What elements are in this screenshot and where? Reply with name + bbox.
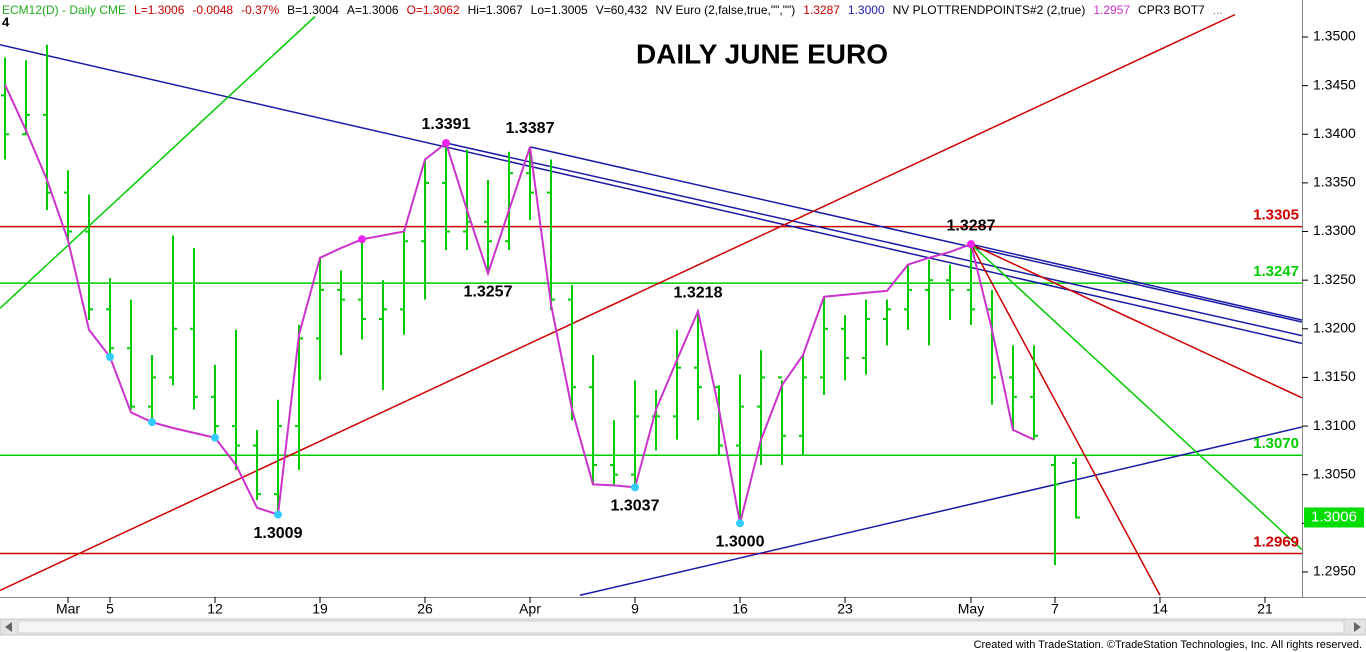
x-tick-label: 14 <box>1152 601 1168 617</box>
header-item: -0.37% <box>241 3 279 17</box>
y-tick-label: 1.3100 <box>1313 417 1356 433</box>
header: ECM12(D) - Daily CME L=1.3006 -0.0048 -0.37… <box>2 3 1223 17</box>
header-item: 1.2957 <box>1093 3 1130 17</box>
price-annotation: 1.3037 <box>611 498 660 515</box>
header-item: -0.0048 <box>192 3 233 17</box>
header-item: A=1.3006 <box>347 3 399 17</box>
y-tick-label: 1.3500 <box>1313 28 1356 44</box>
pivot-line <box>4 84 1035 524</box>
header-item: 1.3287 <box>803 3 840 17</box>
x-tick-label: 19 <box>312 601 328 617</box>
x-tick-label: 23 <box>837 601 853 617</box>
price-annotation: 1.3387 <box>506 120 555 137</box>
level-label: 1.3070 <box>1253 435 1299 452</box>
y-tick-label: 1.3050 <box>1313 465 1356 481</box>
trendline <box>970 243 1302 399</box>
header-item: CPR3 BOT7 <box>1138 3 1205 17</box>
high-dots <box>442 139 450 148</box>
low-dots <box>148 418 156 427</box>
y-tick-label: 1.2950 <box>1313 563 1356 579</box>
trendline <box>970 243 1302 321</box>
x-tick-label: 26 <box>417 601 433 617</box>
x-tick-label: Apr <box>519 601 541 617</box>
level-label: 1.3305 <box>1253 207 1299 224</box>
price-annotation: 1.3009 <box>254 525 303 542</box>
header-item: V=60,432 <box>596 3 648 17</box>
header-item: ... <box>1213 3 1223 17</box>
low-dots <box>211 433 219 442</box>
x-tick-label: 9 <box>631 601 639 617</box>
trendline <box>970 243 1161 596</box>
y-tick-label: 1.3300 <box>1313 222 1356 238</box>
y-tick-label: 1.3150 <box>1313 368 1356 384</box>
high-dots <box>967 240 975 249</box>
chart-title: DAILY JUNE EURO <box>636 38 888 69</box>
low-dots <box>274 510 282 519</box>
x-tick-label: 5 <box>106 601 114 617</box>
header-item: Lo=1.3005 <box>531 3 588 17</box>
trendline <box>579 426 1302 597</box>
x-tick-label: 7 <box>1051 601 1059 617</box>
corner-label: 4 <box>2 14 10 29</box>
trendline <box>0 16 316 309</box>
footer: Created with TradeStation. ©TradeStation… <box>974 639 1362 651</box>
x-tick-label: Mar <box>56 601 80 617</box>
price-annotation: 1.3000 <box>716 534 765 551</box>
price-annotation: 1.3391 <box>422 116 471 133</box>
y-tick-label: 1.3400 <box>1313 125 1356 141</box>
y-tick-label: 1.3450 <box>1313 76 1356 92</box>
scroll-left-arrow[interactable] <box>5 622 12 632</box>
header-item: 1.3000 <box>848 3 885 17</box>
low-dots <box>631 483 639 492</box>
header-item: O=1.3062 <box>407 3 460 17</box>
header-item: NV PLOTTRENDPOINTS#2 (2,true) <box>893 3 1086 17</box>
price-annotation: 1.3218 <box>674 285 723 302</box>
header-item: ECM12(D) - Daily CME <box>2 3 126 17</box>
low-dots <box>106 352 114 361</box>
price-annotation: 1.3257 <box>464 284 513 301</box>
trendline <box>445 142 1302 337</box>
x-tick-label: 21 <box>1257 601 1273 617</box>
header-item: B=1.3004 <box>287 3 339 17</box>
last-price-box <box>1304 507 1364 528</box>
trendline <box>0 44 1302 345</box>
header-item: L=1.3006 <box>134 3 185 17</box>
level-label: 1.2969 <box>1253 533 1299 550</box>
plot-area <box>0 13 1302 597</box>
x-tick-label: 16 <box>732 601 748 617</box>
x-tick-label: May <box>958 601 984 617</box>
scrollbar-track[interactable] <box>17 620 1345 634</box>
y-tick-label: 1.3250 <box>1313 271 1356 287</box>
low-dots <box>736 519 744 528</box>
x-tick-label: 12 <box>207 601 223 617</box>
y-tick-label: 1.3200 <box>1313 319 1356 335</box>
header-item: NV Euro (2,false,true,"","") <box>655 3 795 17</box>
last-price-label: 1.3006 <box>1311 508 1357 525</box>
scroll-right-arrow[interactable] <box>1354 622 1361 632</box>
y-tick-label: 1.3350 <box>1313 174 1356 190</box>
level-label: 1.3247 <box>1253 263 1299 280</box>
trendline <box>0 13 1236 592</box>
trendline <box>970 243 1302 551</box>
header-item: Hi=1.3067 <box>468 3 523 17</box>
trendline <box>529 146 1302 323</box>
price-annotation: 1.3287 <box>947 217 996 234</box>
high-dots <box>358 235 366 244</box>
